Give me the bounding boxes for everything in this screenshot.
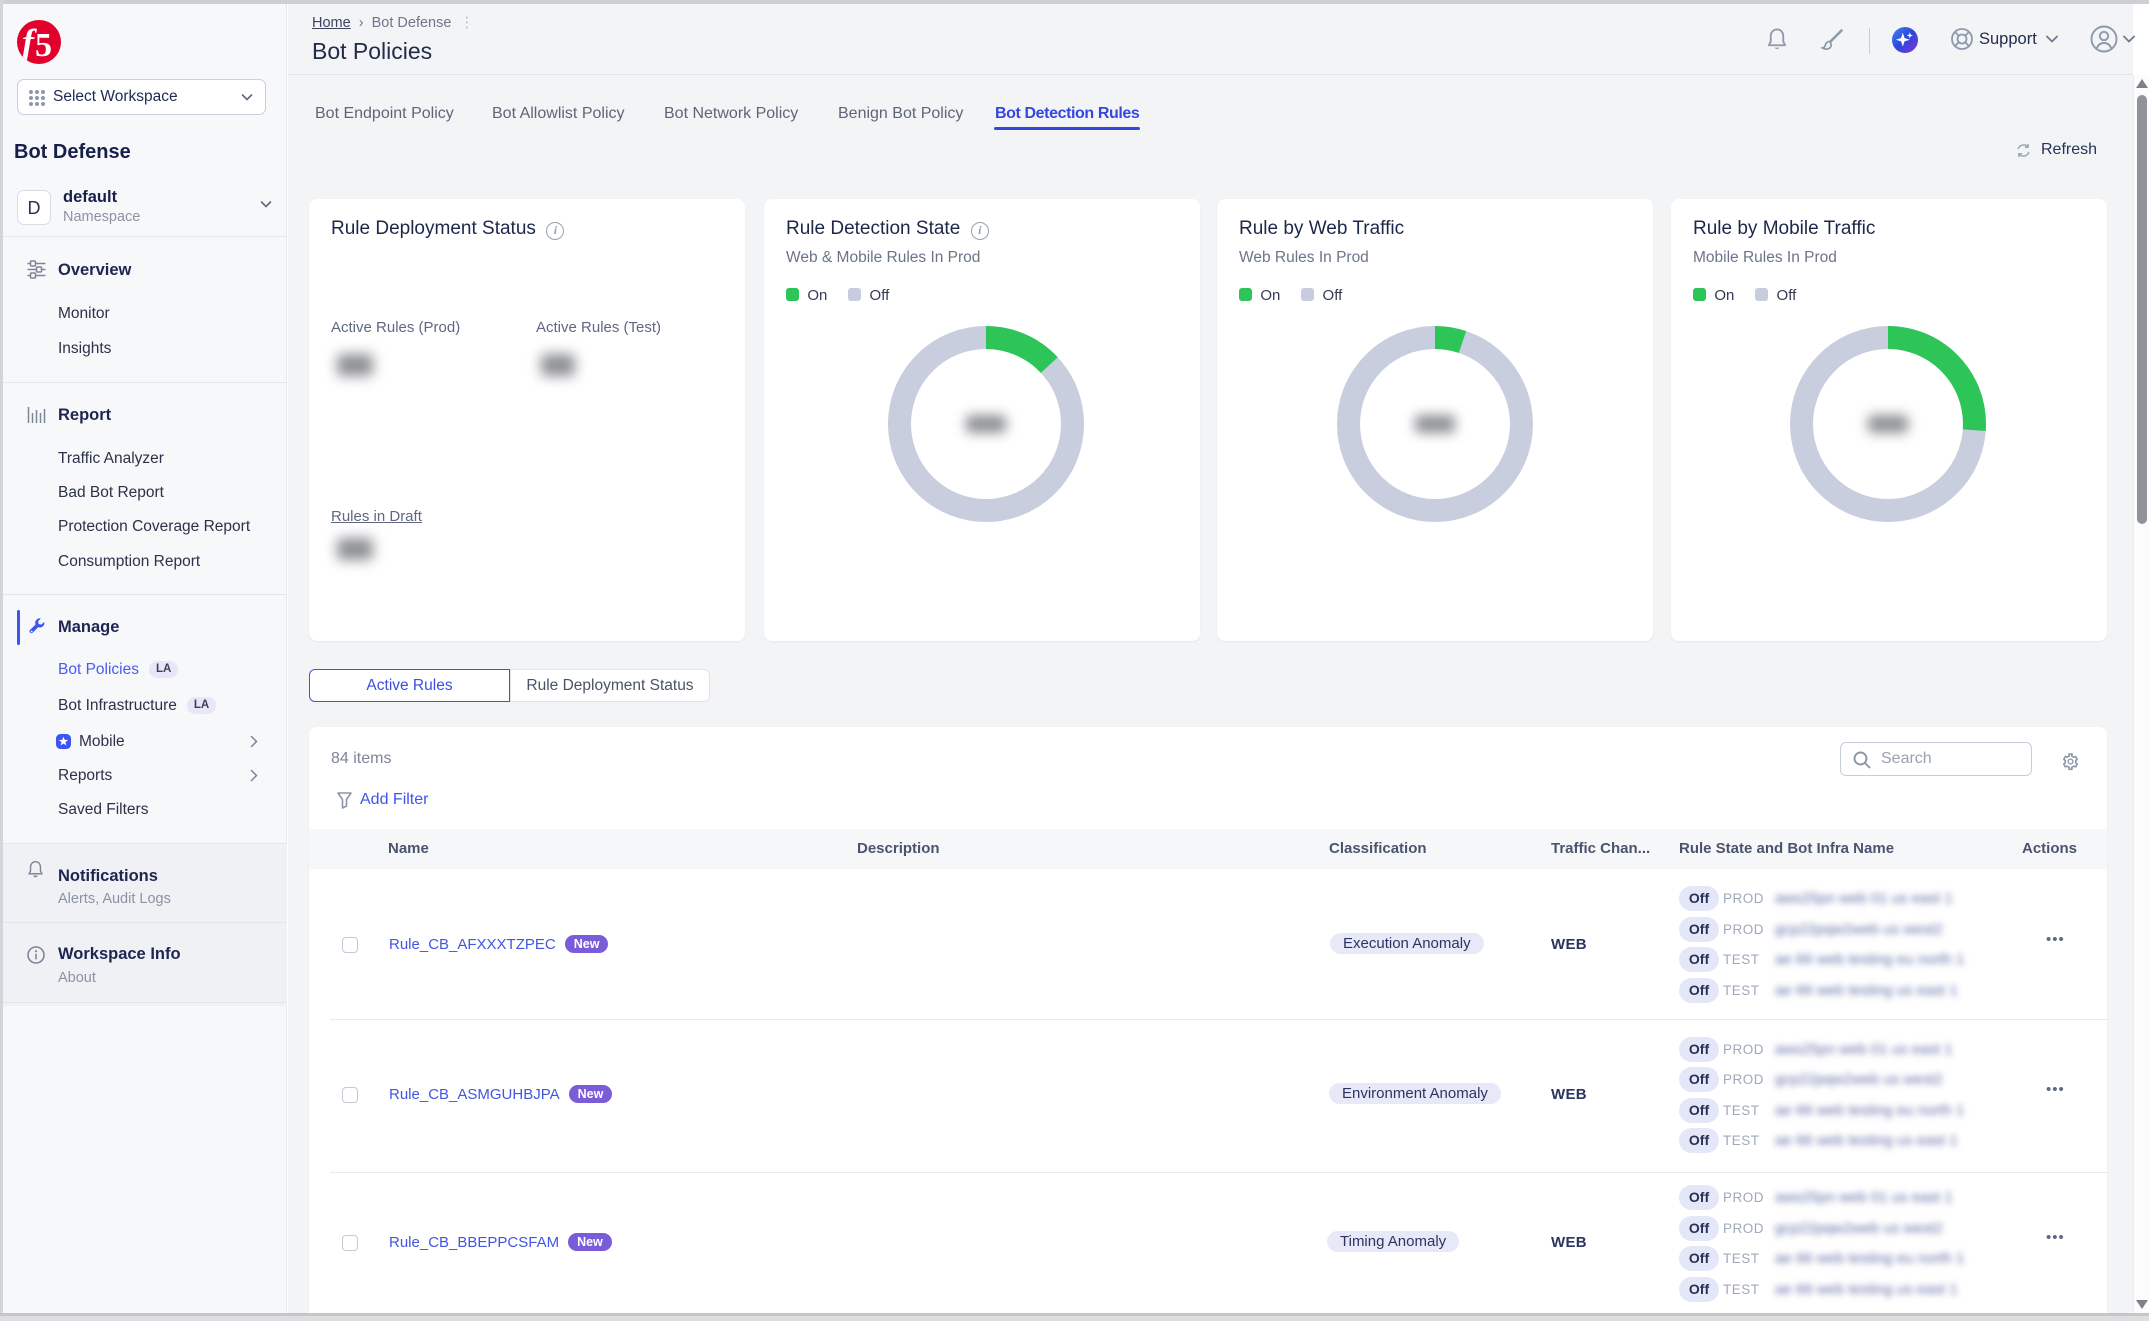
svg-text:5: 5	[35, 27, 52, 64]
svg-text:f: f	[22, 22, 37, 62]
